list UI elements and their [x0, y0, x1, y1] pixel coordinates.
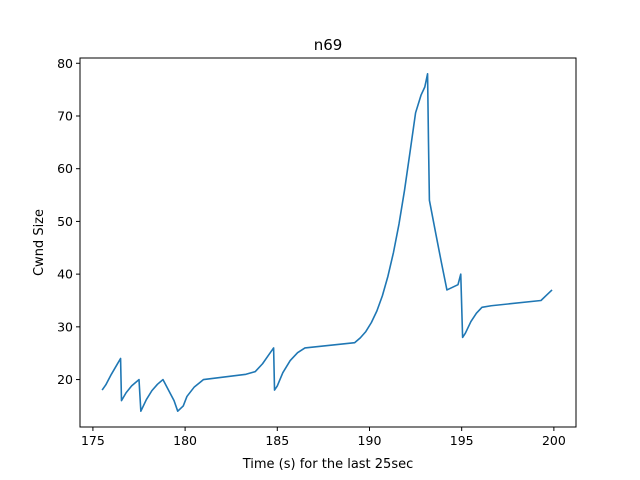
y-tick-label: 70: [57, 108, 73, 123]
cwnd-series-line: [101, 73, 553, 412]
x-tick-label: 200: [542, 433, 566, 448]
y-tick-label: 30: [57, 319, 73, 334]
x-tick-label: 195: [450, 433, 474, 448]
y-tick-label: 20: [57, 372, 73, 387]
plot-area: [101, 73, 553, 412]
y-axis-label: Cwnd Size: [32, 209, 47, 276]
y-tick-label: 80: [57, 56, 73, 71]
x-tick-label: 190: [358, 433, 382, 448]
y-tick-label: 40: [57, 267, 73, 282]
y-tick-label: 50: [57, 214, 73, 229]
chart-title: n69: [314, 36, 343, 54]
plot-frame: [79, 57, 577, 428]
x-tick-label: 175: [81, 433, 105, 448]
y-axis-ticks: 20 30 40 50 60 70 80: [57, 56, 80, 387]
x-tick-label: 180: [173, 433, 197, 448]
x-tick-label: 185: [265, 433, 289, 448]
x-axis-ticks: 175 180 185 190 195 200: [81, 427, 566, 448]
x-axis-label: Time (s) for the last 25sec: [242, 457, 414, 472]
y-tick-label: 60: [57, 161, 73, 176]
